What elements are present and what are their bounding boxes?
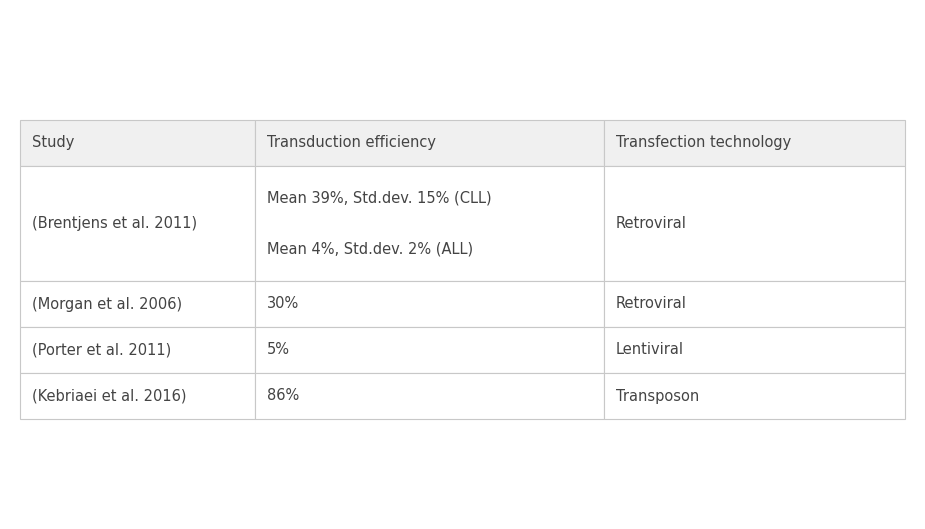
Text: (Morgan et al. 2006): (Morgan et al. 2006)	[32, 296, 182, 312]
Bar	[604, 281, 905, 327]
Bar	[20, 166, 254, 281]
Text: Transfection technology: Transfection technology	[616, 135, 792, 150]
Bar	[20, 281, 254, 327]
Bar	[254, 166, 604, 281]
Text: (Brentjens et al. 2011): (Brentjens et al. 2011)	[32, 216, 197, 231]
Text: Retroviral: Retroviral	[616, 216, 687, 231]
Text: 86%: 86%	[266, 388, 299, 404]
Text: Retroviral: Retroviral	[616, 296, 687, 312]
Text: (Porter et al. 2011): (Porter et al. 2011)	[32, 342, 171, 358]
Text: Mean 4%, Std.dev. 2% (ALL): Mean 4%, Std.dev. 2% (ALL)	[266, 241, 473, 256]
Bar	[20, 373, 254, 419]
Text: 30%: 30%	[266, 296, 299, 312]
Bar	[254, 327, 604, 373]
Text: Transposon: Transposon	[616, 388, 699, 404]
Bar	[20, 327, 254, 373]
Bar	[20, 120, 254, 166]
Text: Lentiviral: Lentiviral	[616, 342, 684, 358]
Text: Mean 39%, Std.dev. 15% (CLL): Mean 39%, Std.dev. 15% (CLL)	[266, 190, 491, 206]
Bar	[604, 373, 905, 419]
Text: Transduction efficiency: Transduction efficiency	[266, 135, 436, 150]
Text: (Kebriaei et al. 2016): (Kebriaei et al. 2016)	[32, 388, 187, 404]
Bar	[254, 281, 604, 327]
Bar	[604, 327, 905, 373]
Bar	[254, 120, 604, 166]
Text: 5%: 5%	[266, 342, 290, 358]
Bar	[604, 166, 905, 281]
Text: Study: Study	[32, 135, 74, 150]
Bar	[254, 373, 604, 419]
Bar	[604, 120, 905, 166]
